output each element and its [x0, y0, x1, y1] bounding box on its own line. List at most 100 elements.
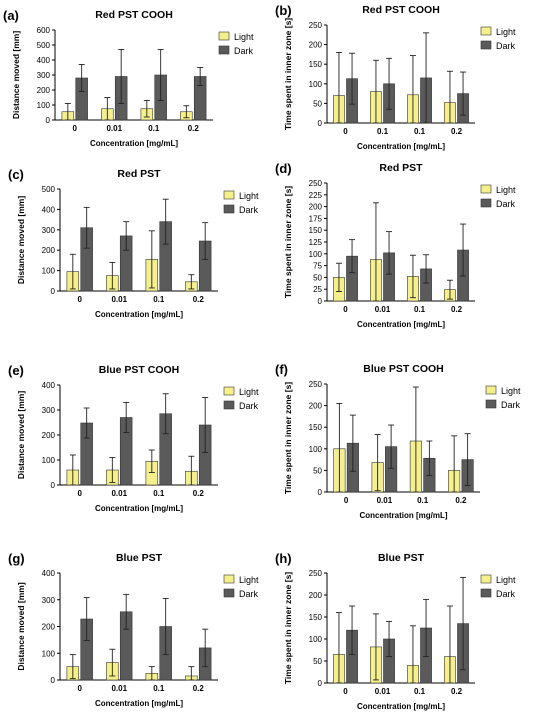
- y-tick-label: 200: [42, 623, 56, 632]
- legend-swatch: [218, 31, 230, 41]
- legend-label: Light: [496, 185, 516, 195]
- legend-swatch: [218, 45, 230, 55]
- y-tick-label: 100: [42, 456, 56, 465]
- y-tick-label: 500: [37, 41, 51, 50]
- chart-panel: (g) Blue PST 0 100 200 300 400 Distance moved […: [8, 551, 259, 708]
- legend-label: Dark: [501, 400, 521, 410]
- panel-label: (a): [3, 8, 19, 23]
- x-tick-label: 0: [78, 489, 83, 498]
- y-tick-label: 0: [318, 679, 323, 688]
- x-tick-label: 0.1: [148, 124, 160, 133]
- chart-title: Red PST: [117, 168, 161, 180]
- legend-swatch: [480, 26, 492, 36]
- x-tick-label: 0: [344, 496, 349, 505]
- legend-label: Light: [239, 191, 259, 201]
- legend-label: Dark: [234, 46, 254, 56]
- y-tick-label: 500: [42, 185, 56, 194]
- legend-swatch: [223, 574, 235, 584]
- y-tick-label: 50: [313, 99, 322, 108]
- chart-title: Blue PST COOH: [363, 363, 444, 375]
- x-tick-label: 0.1: [153, 489, 165, 498]
- panel-label: (e): [8, 363, 24, 378]
- x-tick-label: 0.01: [111, 295, 127, 304]
- chart-title: Blue PST: [116, 552, 163, 564]
- chart-panel: (b) Red PST COOH 0 50 100 150 200 250 Time spent…: [275, 3, 516, 151]
- x-axis-label: Concentration [mg/mL]: [357, 142, 445, 151]
- y-axis-label: Time spent in inner zone [s]: [283, 572, 293, 684]
- legend-label: Dark: [496, 41, 516, 51]
- y-tick-label: 100: [309, 445, 323, 454]
- x-tick-label: 0: [73, 124, 78, 133]
- chart-panel: (c) Red PST 0 100 200 300 400 500 Distance moved…: [8, 167, 259, 319]
- y-tick-label: 250: [309, 380, 323, 389]
- y-tick-label: 225: [309, 191, 323, 200]
- chart-title: Red PST COOH: [95, 9, 173, 21]
- y-tick-label: 0: [318, 488, 323, 497]
- panel-label: (g): [8, 551, 25, 566]
- legend-label: Light: [496, 575, 516, 585]
- y-tick-label: 300: [37, 71, 51, 80]
- y-tick-label: 250: [309, 21, 323, 30]
- y-tick-label: 200: [42, 431, 56, 440]
- legend-label: Dark: [239, 401, 259, 411]
- y-tick-label: 100: [309, 80, 323, 89]
- legend-label: Dark: [239, 589, 259, 599]
- y-tick-label: 250: [309, 179, 323, 188]
- x-tick-label: 0.1: [153, 295, 165, 304]
- x-tick-label: 0: [343, 305, 348, 314]
- x-tick-label: 0: [78, 684, 83, 693]
- chart-title: Blue PST: [378, 552, 425, 564]
- x-tick-label: 0.01: [111, 489, 127, 498]
- x-tick-label: 0.2: [193, 489, 205, 498]
- y-tick-label: 150: [309, 226, 323, 235]
- y-tick-label: 150: [309, 613, 323, 622]
- y-tick-label: 0: [46, 116, 51, 125]
- y-axis-label: Distance moved [mm]: [16, 196, 26, 284]
- x-tick-label: 0.1: [417, 496, 429, 505]
- y-axis-label: Time spent in inner zone [s]: [283, 382, 293, 494]
- x-tick-label: 0.2: [451, 305, 463, 314]
- chart-title: Blue PST COOH: [99, 364, 180, 376]
- y-tick-label: 400: [42, 569, 56, 578]
- y-tick-label: 300: [42, 596, 56, 605]
- legend-label: Light: [239, 387, 259, 397]
- y-tick-label: 75: [313, 262, 322, 271]
- panel-label: (c): [8, 167, 24, 182]
- y-tick-label: 200: [42, 246, 56, 255]
- y-tick-label: 250: [309, 569, 323, 578]
- y-tick-label: 200: [309, 203, 323, 212]
- legend-label: Light: [496, 27, 516, 37]
- x-tick-label: 0.1: [414, 127, 426, 136]
- y-tick-label: 200: [37, 86, 51, 95]
- legend-label: Light: [239, 575, 259, 585]
- y-tick-label: 400: [42, 205, 56, 214]
- legend-label: Dark: [496, 199, 516, 209]
- x-axis-label: Concentration [mg/mL]: [95, 310, 183, 319]
- legend-swatch: [223, 386, 235, 396]
- panel-label: (b): [275, 3, 292, 18]
- legend-swatch: [223, 400, 235, 410]
- y-tick-label: 25: [313, 285, 322, 294]
- x-axis-label: Concentration [mg/mL]: [95, 504, 183, 513]
- x-tick-label: 0.1: [377, 127, 389, 136]
- y-tick-label: 50: [313, 466, 322, 475]
- x-tick-label: 0: [78, 295, 83, 304]
- x-tick-label: 0: [343, 127, 348, 136]
- x-axis-label: Concentration [mg/mL]: [90, 139, 178, 148]
- x-tick-label: 0.1: [414, 687, 426, 696]
- x-tick-label: 0.2: [193, 684, 205, 693]
- legend-swatch: [480, 198, 492, 208]
- legend-label: Dark: [496, 589, 516, 599]
- legend-swatch: [480, 184, 492, 194]
- y-axis-label: Time spent in inner zone [s]: [283, 186, 293, 298]
- y-tick-label: 0: [318, 119, 323, 128]
- x-axis-label: Concentration [mg/mL]: [95, 699, 183, 708]
- y-tick-label: 150: [309, 423, 323, 432]
- y-tick-label: 300: [42, 226, 56, 235]
- y-tick-label: 300: [42, 406, 56, 415]
- legend-swatch: [480, 40, 492, 50]
- chart-title: Red PST COOH: [362, 4, 440, 16]
- legend-swatch: [223, 588, 235, 598]
- chart-panel: (a) Red PST COOH 0 100 200 300 400 500 600 Distan…: [3, 8, 254, 148]
